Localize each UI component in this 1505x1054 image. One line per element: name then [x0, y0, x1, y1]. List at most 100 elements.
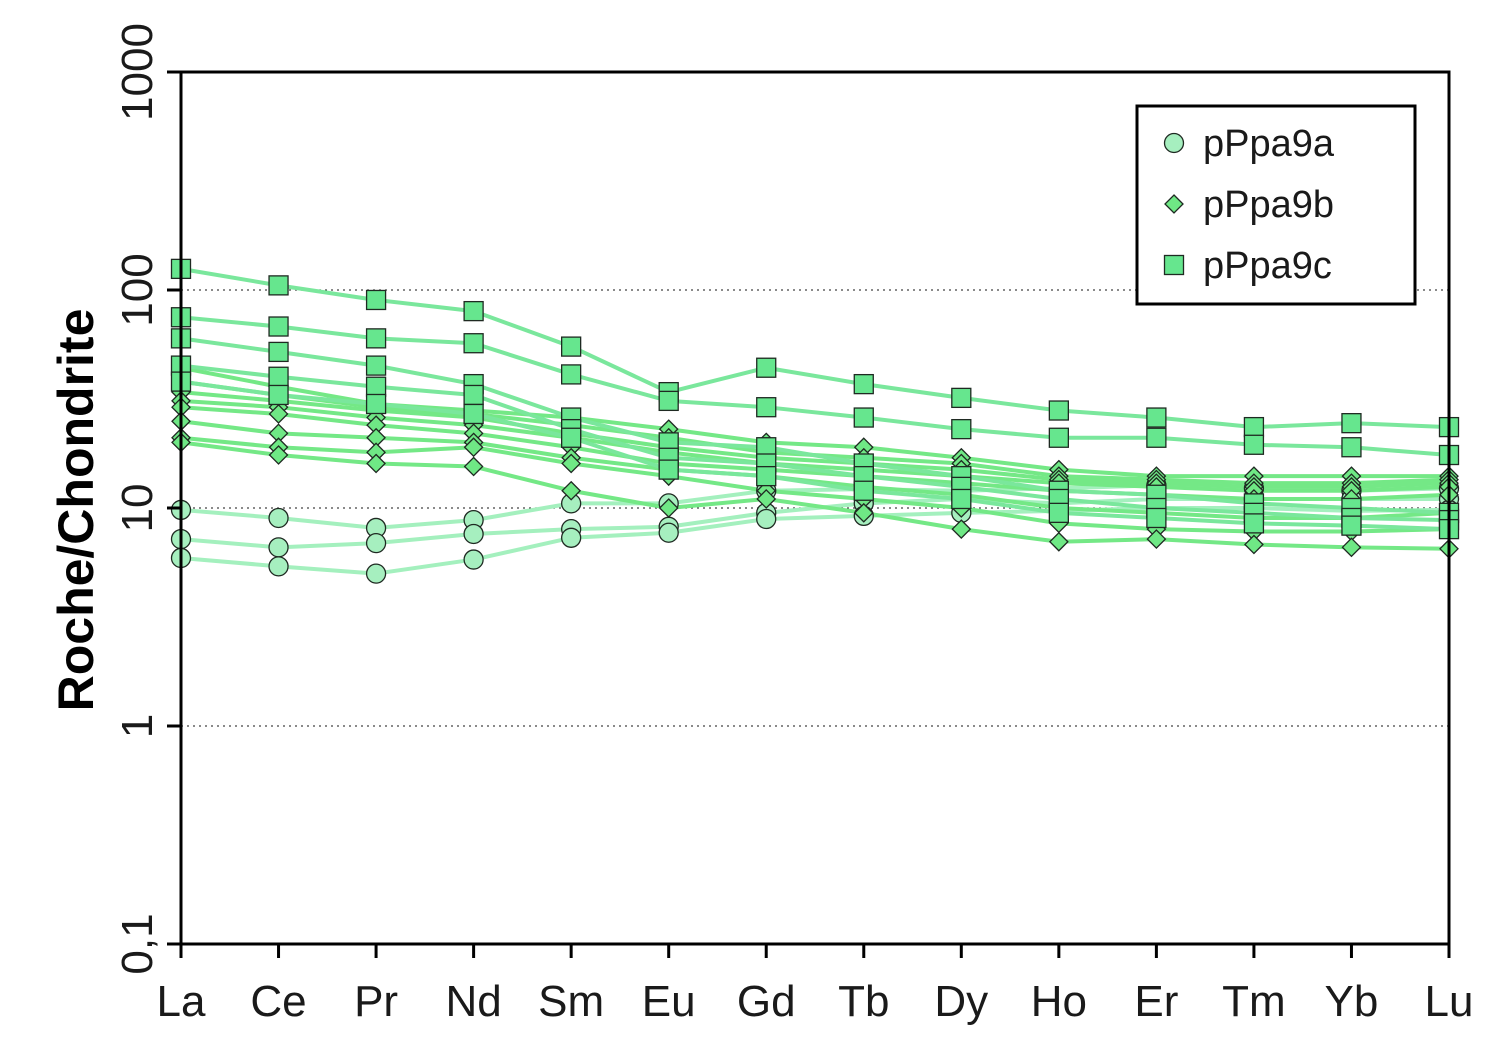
data-point-pPpa9b [561, 480, 582, 501]
series-line-pPpa9b [180, 440, 1450, 551]
data-point-pPpa9c [561, 336, 582, 357]
data-point-pPpa9c [365, 355, 387, 376]
data-point-pPpa9c [365, 393, 387, 415]
data-point-pPpa9b [463, 437, 484, 458]
data-point-pPpa9a [561, 527, 582, 548]
data-point-pPpa9c [1146, 407, 1167, 428]
y-tick-label: 100 [113, 253, 162, 326]
data-point-pPpa9a [365, 532, 387, 554]
x-tick-label: Yb [1325, 977, 1379, 1026]
data-point-pPpa9a [268, 537, 289, 558]
series-line-pPpa9a [180, 506, 1450, 576]
data-point-pPpa9b [1341, 537, 1362, 558]
data-point-pPpa9c [268, 316, 289, 337]
data-point-pPpa9b [853, 502, 874, 523]
data-point-pPpa9c [463, 384, 484, 406]
data-point-pPpa9c [365, 328, 387, 349]
x-tick-label: Gd [737, 977, 796, 1026]
y-tick-label: 1000 [113, 23, 162, 121]
data-point-pPpa9c [658, 390, 679, 412]
x-tick-label: Tm [1222, 977, 1286, 1026]
y-tick-label: 10 [113, 484, 162, 533]
legend-marker-pPpa9b [1164, 194, 1184, 214]
data-point-pPpa9c [463, 300, 484, 322]
x-tick-label: Ce [250, 977, 306, 1026]
data-point-pPpa9c [1243, 434, 1265, 455]
data-point-pPpa9b [366, 453, 386, 474]
legend-label-pPpa9b: pPpa9b [1203, 184, 1334, 226]
data-point-pPpa9c [853, 407, 874, 428]
data-point-pPpa9c [756, 357, 777, 378]
series-line-pPpa9c [180, 315, 1450, 458]
data-point-pPpa9c [268, 341, 289, 363]
x-tick-label: Er [1134, 977, 1178, 1026]
data-point-pPpa9a [268, 556, 289, 577]
data-point-pPpa9b [1244, 534, 1264, 555]
data-point-pPpa9b [951, 519, 972, 540]
y-axis-label: Roche/Chondrite [48, 309, 104, 712]
x-axis: La Ce Pr Nd Sm Eu Gd Tb Dy Ho Er Tm Yb Lu [157, 944, 1474, 1026]
data-point-pPpa9b [756, 489, 777, 509]
data-point-pPpa9c [463, 333, 484, 354]
data-point-pPpa9c [268, 275, 289, 296]
series-line-pPpa9b [180, 435, 1450, 534]
y-tick-label: 0,1 [113, 913, 162, 974]
data-point-pPpa9b [268, 445, 289, 465]
legend: pPpa9a pPpa9b pPpa9c [1135, 104, 1417, 306]
data-point-pPpa9c [561, 427, 582, 448]
data-point-pPpa9c [365, 289, 387, 311]
data-point-pPpa9c [1048, 400, 1069, 421]
data-point-pPpa9c [1341, 413, 1362, 434]
series-line-pPpa9c [180, 336, 1450, 515]
data-point-pPpa9c [268, 384, 289, 406]
series-markers [170, 258, 1460, 584]
data-point-pPpa9c [853, 373, 874, 395]
data-point-pPpa9c [756, 465, 777, 487]
data-point-pPpa9b [561, 453, 582, 474]
data-point-pPpa9c [1146, 507, 1167, 529]
x-tick-label: Tb [838, 977, 889, 1026]
data-point-pPpa9c [1243, 416, 1265, 438]
data-point-pPpa9c [268, 366, 289, 387]
x-tick-label: Ho [1031, 977, 1087, 1026]
data-point-pPpa9b [463, 456, 484, 477]
data-point-pPpa9a [268, 507, 289, 529]
legend-marker-pPpa9a [1163, 132, 1185, 154]
data-point-pPpa9b [1048, 531, 1069, 552]
series-line-pPpa9c [180, 363, 1450, 523]
data-point-pPpa9c [951, 418, 972, 440]
x-tick-label: Sm [538, 977, 604, 1026]
x-tick-label: La [157, 977, 206, 1026]
data-point-pPpa9c [463, 403, 484, 425]
data-point-pPpa9c [561, 364, 582, 385]
series-line-pPpa9c [180, 379, 1450, 532]
data-point-pPpa9c [951, 488, 972, 510]
data-point-pPpa9c [1341, 437, 1362, 458]
series-line-pPpa9c [180, 266, 1450, 430]
series-lines [180, 266, 1450, 576]
series-line-pPpa9b [180, 390, 1450, 489]
series-line-pPpa9b [180, 405, 1450, 501]
data-point-pPpa9c [658, 459, 679, 480]
series-line-pPpa9b [180, 398, 1450, 493]
data-point-pPpa9c [365, 376, 387, 397]
x-tick-label: Dy [934, 977, 988, 1026]
data-point-pPpa9c [1048, 427, 1069, 448]
data-point-pPpa9c [1048, 502, 1069, 524]
data-point-pPpa9c [1341, 515, 1362, 536]
data-point-pPpa9c [1243, 513, 1265, 534]
data-point-pPpa9c [756, 397, 777, 418]
data-point-pPpa9c [853, 480, 874, 501]
x-tick-label: Pr [354, 977, 398, 1026]
data-point-pPpa9a [658, 522, 679, 543]
data-point-pPpa9c [951, 387, 972, 409]
data-point-pPpa9a [463, 549, 484, 570]
data-point-pPpa9a [463, 523, 484, 545]
legend-label-pPpa9c: pPpa9c [1203, 245, 1332, 287]
y-tick-label: 1 [113, 714, 162, 738]
x-tick-label: Nd [445, 977, 501, 1026]
x-tick-label: Lu [1425, 977, 1474, 1026]
legend-marker-pPpa9c [1163, 254, 1185, 276]
y-axis: 0,1 1 10 100 1000 [113, 23, 181, 975]
